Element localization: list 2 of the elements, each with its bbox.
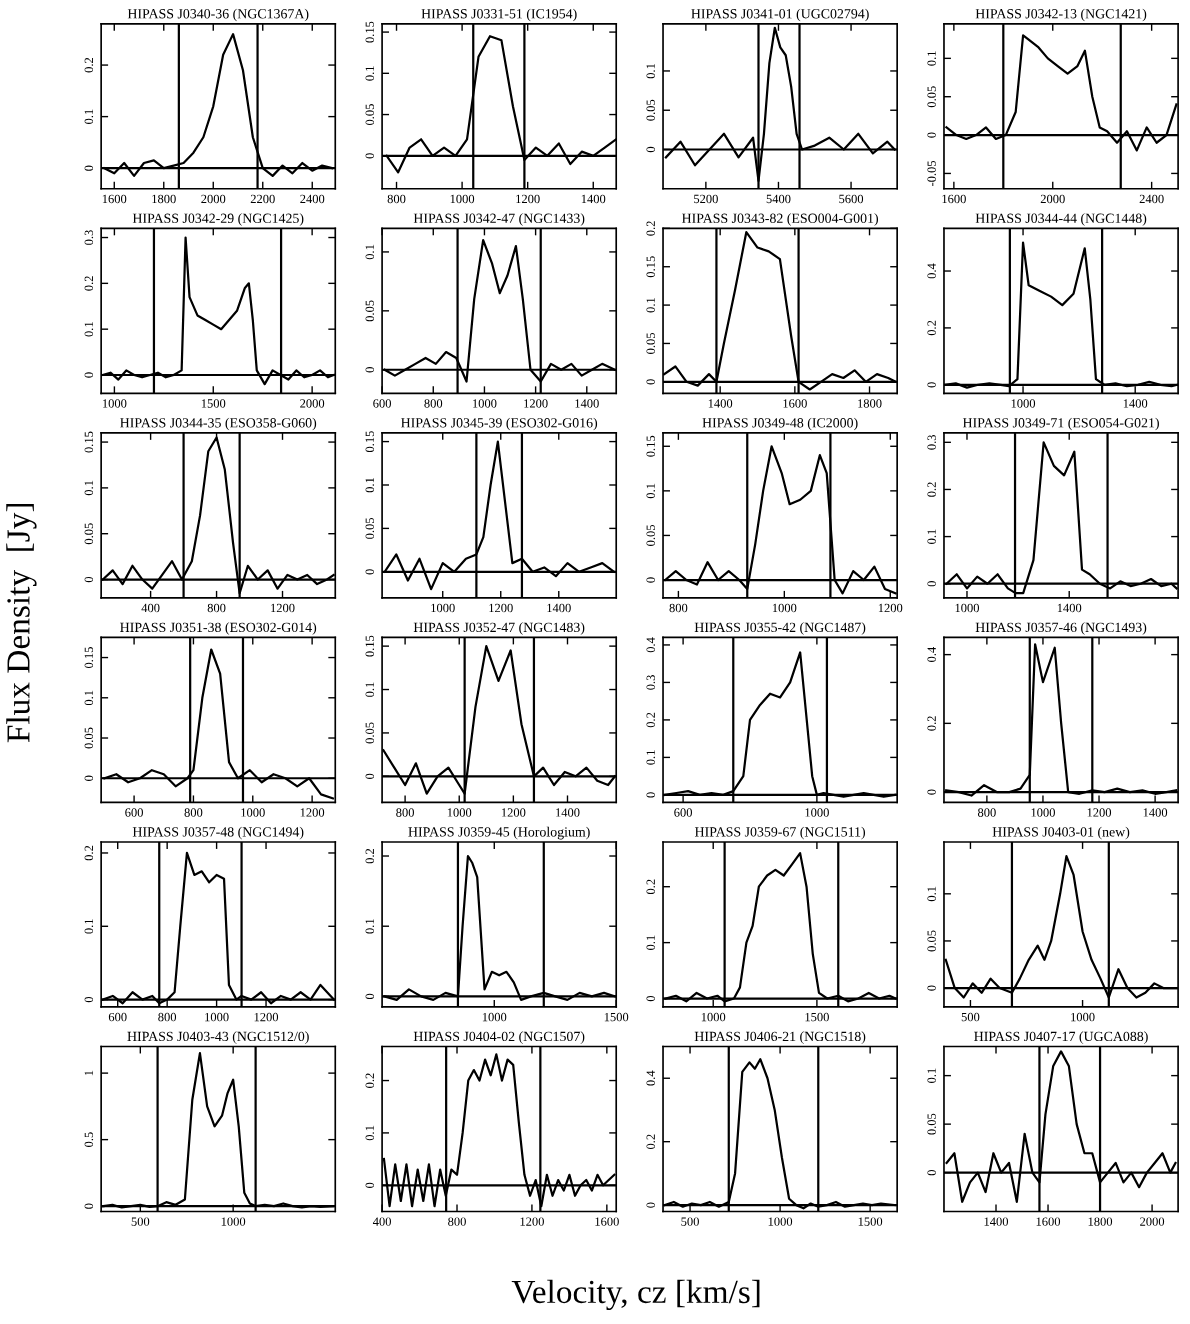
y-axis-title: Flux Density [Jy] <box>6 503 37 743</box>
x-axis-title: Velocity, cz [km/s] <box>511 1279 760 1311</box>
